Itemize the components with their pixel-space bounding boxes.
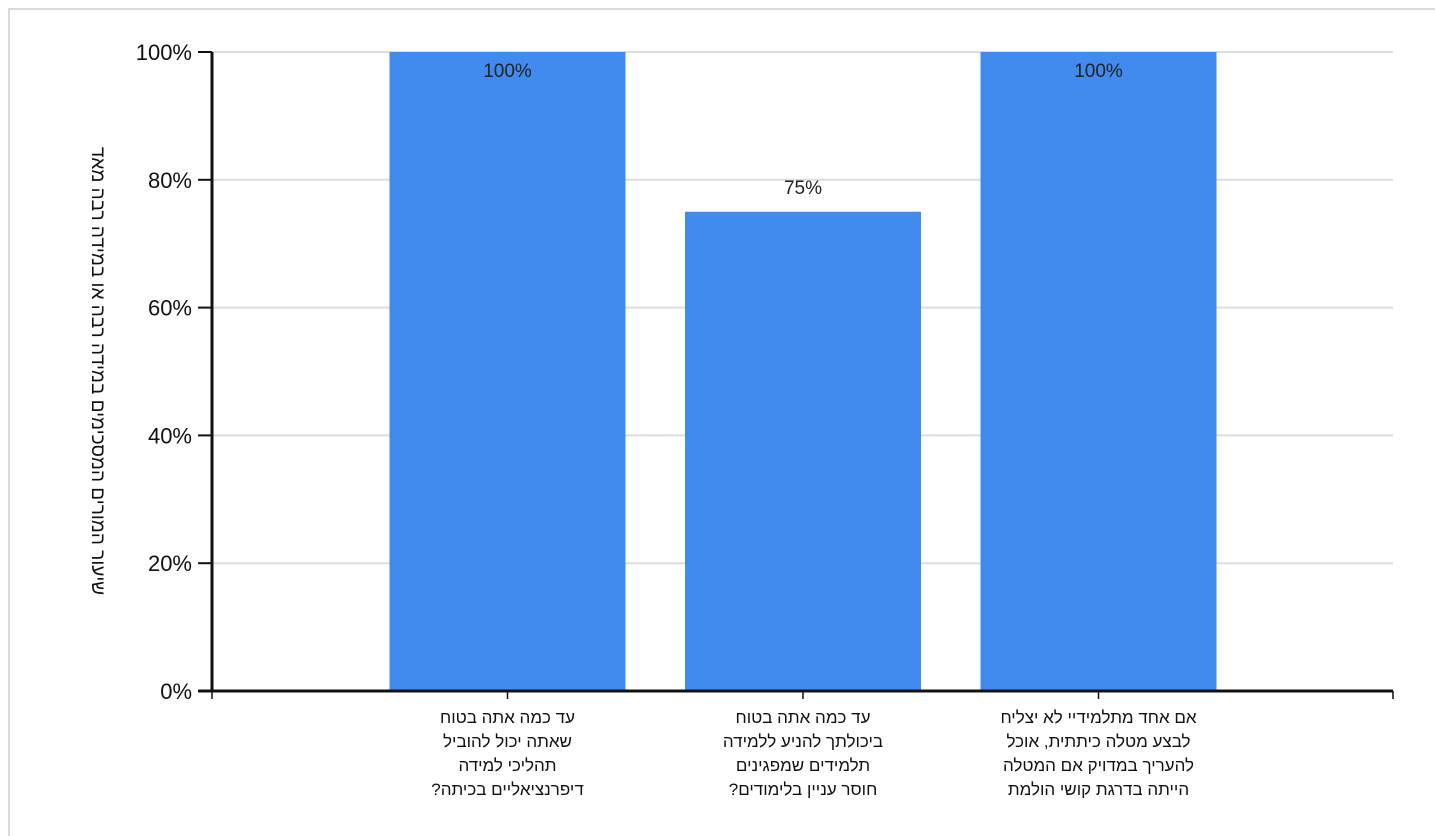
x-tick-label: אם אחד מתלמידיי לא יצליח לבצע מטלה כיתתית… — [1000, 708, 1196, 799]
y-tick-label: 100% — [136, 40, 192, 65]
x-tick-label-line: עד כמה אתה בטוח — [440, 708, 575, 727]
bars — [389, 52, 1217, 691]
data-label: 100% — [483, 61, 532, 82]
x-tick-label-line: לבצע מטלה כיתתית, אוכל — [1006, 732, 1190, 751]
axes — [198, 51, 1394, 699]
x-tick-label-line: חוסר עניין בלימודים? — [729, 780, 878, 799]
x-tick-label-line: להעריך במדויק אם המטלה — [1003, 756, 1194, 775]
bar — [685, 211, 921, 691]
x-tick-label-line: דיפרנציאליים בכיתה? — [431, 780, 583, 799]
y-axis-title: שיעור המורים המסכימים במידה רבה או במידה… — [87, 147, 108, 595]
x-tick-label-line: תהליכי למידה — [458, 756, 556, 775]
x-tick-label-line: שאתה יכול להוביל — [443, 732, 572, 751]
y-tick-label: 40% — [148, 423, 192, 448]
y-tick-label: 60% — [148, 296, 192, 321]
y-tick-label: 0% — [160, 679, 192, 704]
x-tick-label: עד כמה אתה בטוח שאתה יכול להוביל תהליכי למ… — [431, 708, 583, 799]
bar — [980, 52, 1217, 691]
y-tick-label: 20% — [148, 551, 192, 576]
x-tick-label-line: הייתה בדרגת קושי הולמת — [1008, 780, 1189, 799]
data-label: 100% — [1074, 61, 1123, 82]
x-tick-label-line: ביכולתך להניע ללמידה — [723, 732, 883, 751]
x-tick-label-line: עד כמה אתה בטוח — [736, 708, 871, 727]
data-label: 75% — [784, 178, 822, 199]
bar — [389, 52, 626, 691]
y-tick-label: 80% — [148, 168, 192, 193]
labels: 0% 20% 40% 60% 80% 100% 100% עד כמה אתה בטוח שאת… — [136, 40, 1197, 799]
x-tick-label-line: אם אחד מתלמידיי לא יצליח — [1000, 708, 1196, 727]
x-tick-label: עד כמה אתה בטוח ביכולתך להניע ללמידה תלמיד… — [723, 708, 883, 799]
x-tick-label-line: תלמידים שמפגינים — [736, 756, 870, 775]
